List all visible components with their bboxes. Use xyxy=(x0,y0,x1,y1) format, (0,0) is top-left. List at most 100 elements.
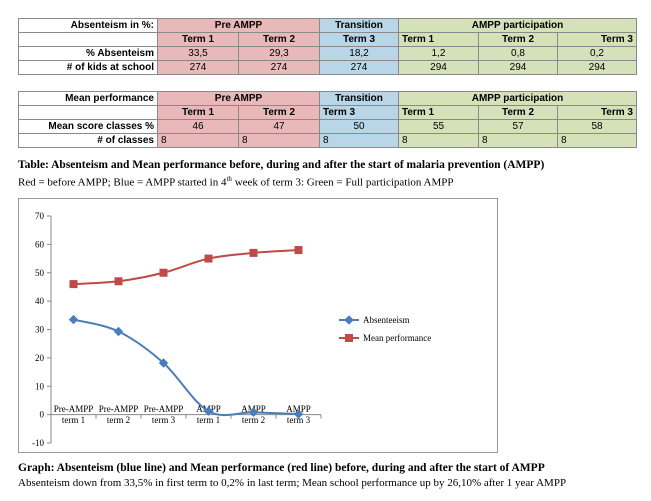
table-cell: 8 xyxy=(238,133,320,148)
table-cell: 55 xyxy=(398,119,479,134)
y-tick-label: 0 xyxy=(40,410,45,420)
table-cell: 294 xyxy=(478,60,558,75)
graph-caption-text: Absenteism down from 33,5% in first term… xyxy=(18,477,567,489)
x-tick-label: term 1 xyxy=(197,415,220,425)
table-caption-legend: Red = before AMPP; Blue = AMPP started i… xyxy=(18,175,454,189)
y-tick-label: -10 xyxy=(32,438,44,448)
term-header: Term 2 xyxy=(238,105,320,120)
y-tick-label: 40 xyxy=(35,296,45,306)
term-header: Term 1 xyxy=(398,32,479,47)
group-header-pre-ampp: Pre AMPP xyxy=(157,18,320,33)
empty-cell xyxy=(18,105,158,120)
table-cell: 47 xyxy=(238,119,320,134)
y-tick-label: 70 xyxy=(35,211,45,221)
mean-performance-table: Mean performance Pre AMPP Transition AMP… xyxy=(18,91,637,148)
caption-part: week of term 3: Green = Full participati… xyxy=(231,176,454,189)
row-label: Mean score classes % xyxy=(18,119,158,134)
x-tick-label: Pre-AMPP xyxy=(144,404,184,414)
y-tick-label: 60 xyxy=(35,239,45,249)
series-line-mean-performance xyxy=(73,249,299,286)
y-tick-label: 10 xyxy=(35,381,45,391)
data-point xyxy=(293,409,304,419)
table-corner-label: Absenteism in %: xyxy=(18,18,158,33)
group-header-ampp: AMPP participation xyxy=(398,18,637,33)
term-header: Term 3 xyxy=(319,105,399,120)
term-header: Term 3 xyxy=(557,32,637,47)
table-cell: 46 xyxy=(157,119,239,134)
x-tick-label: term 1 xyxy=(62,415,85,425)
caption-part: Red = before AMPP; Blue = AMPP started i… xyxy=(18,176,227,189)
table-cell: 58 xyxy=(557,119,637,134)
data-point xyxy=(114,277,123,286)
x-tick-label: term 3 xyxy=(287,415,311,425)
table-cell: 18,2 xyxy=(319,46,399,61)
legend-label: Absenteeism xyxy=(363,315,410,325)
chart-frame: -10 0 10 20 30 40 50 60 70 Pre-AMPP term 1 Pre-AMPP… xyxy=(18,198,498,453)
caption-superscript: th xyxy=(226,175,232,183)
empty-cell xyxy=(18,32,158,47)
x-tick-label: term 3 xyxy=(152,415,176,425)
table-row: # of kids at school 274 274 274 294 294 … xyxy=(18,60,637,75)
table-row: Mean score classes % 46 47 50 55 57 58 xyxy=(18,119,637,134)
table-cell: 8 xyxy=(157,133,239,148)
data-point xyxy=(204,254,213,263)
table-row: % Absenteism 33,5 29,3 18,2 1,2 0,8 0,2 xyxy=(18,46,637,61)
term-header: Term 1 xyxy=(398,105,479,120)
table-cell: 8 xyxy=(557,133,637,148)
term-header: Term 2 xyxy=(478,105,558,120)
table-cell: 274 xyxy=(319,60,399,75)
term-header: Term 1 xyxy=(157,32,239,47)
table-cell: 8 xyxy=(478,133,558,148)
table-cell: 50 xyxy=(319,119,399,134)
group-header-pre-ampp: Pre AMPP xyxy=(157,91,320,106)
data-point xyxy=(69,280,78,289)
group-header-transition: Transition xyxy=(319,91,399,106)
data-point xyxy=(158,358,169,368)
x-tick-label: Pre-AMPP xyxy=(54,404,94,414)
graph-caption-title: Graph: Absenteism (blue line) and Mean p… xyxy=(18,462,545,474)
legend-label: Mean performance xyxy=(363,333,431,343)
y-tick-label: 20 xyxy=(35,353,45,363)
term-header: Term 2 xyxy=(478,32,558,47)
table-cell: 33,5 xyxy=(157,46,239,61)
row-label: # of kids at school xyxy=(18,60,158,75)
y-tick-label: 50 xyxy=(35,268,45,278)
x-tick-label: Pre-AMPP xyxy=(99,404,139,414)
table-cell: 29,3 xyxy=(238,46,320,61)
data-point xyxy=(249,248,258,257)
series-line-absenteeism xyxy=(73,318,299,417)
data-point xyxy=(248,407,259,418)
table-cell: 294 xyxy=(557,60,637,75)
table-cell: 0,8 xyxy=(478,46,558,61)
data-point xyxy=(68,314,79,325)
table-caption-title: Table: Absenteism and Mean performance b… xyxy=(18,159,545,171)
x-tick-label: term 2 xyxy=(242,415,265,425)
data-point xyxy=(113,326,124,337)
x-tick-label: term 2 xyxy=(107,415,130,425)
data-point xyxy=(294,246,303,255)
table-cell: 57 xyxy=(478,119,558,134)
table-cell: 274 xyxy=(238,60,320,75)
data-point xyxy=(203,406,214,416)
table-cell: 0,2 xyxy=(557,46,637,61)
x-tick-label: AMPP xyxy=(286,404,311,414)
table-cell: 274 xyxy=(157,60,239,75)
term-header: Term 3 xyxy=(557,105,637,120)
absenteeism-table: Absenteism in %: Pre AMPP Transition AMP… xyxy=(18,18,637,75)
table-cell: 294 xyxy=(398,60,479,75)
table-cell: 8 xyxy=(319,133,399,148)
table-corner-label: Mean performance xyxy=(18,91,158,106)
term-header: Term 2 xyxy=(238,32,320,47)
table-cell: 8 xyxy=(398,133,479,148)
term-header: Term 3 xyxy=(319,32,399,47)
legend-marker xyxy=(345,334,353,342)
y-tick-label: 30 xyxy=(35,325,45,335)
data-point xyxy=(159,268,168,277)
group-header-transition: Transition xyxy=(319,18,399,33)
legend-marker xyxy=(344,315,354,325)
term-header: Term 1 xyxy=(157,105,239,120)
group-header-ampp: AMPP participation xyxy=(398,91,637,106)
table-cell: 1,2 xyxy=(398,46,479,61)
row-label: % Absenteism xyxy=(18,46,158,61)
